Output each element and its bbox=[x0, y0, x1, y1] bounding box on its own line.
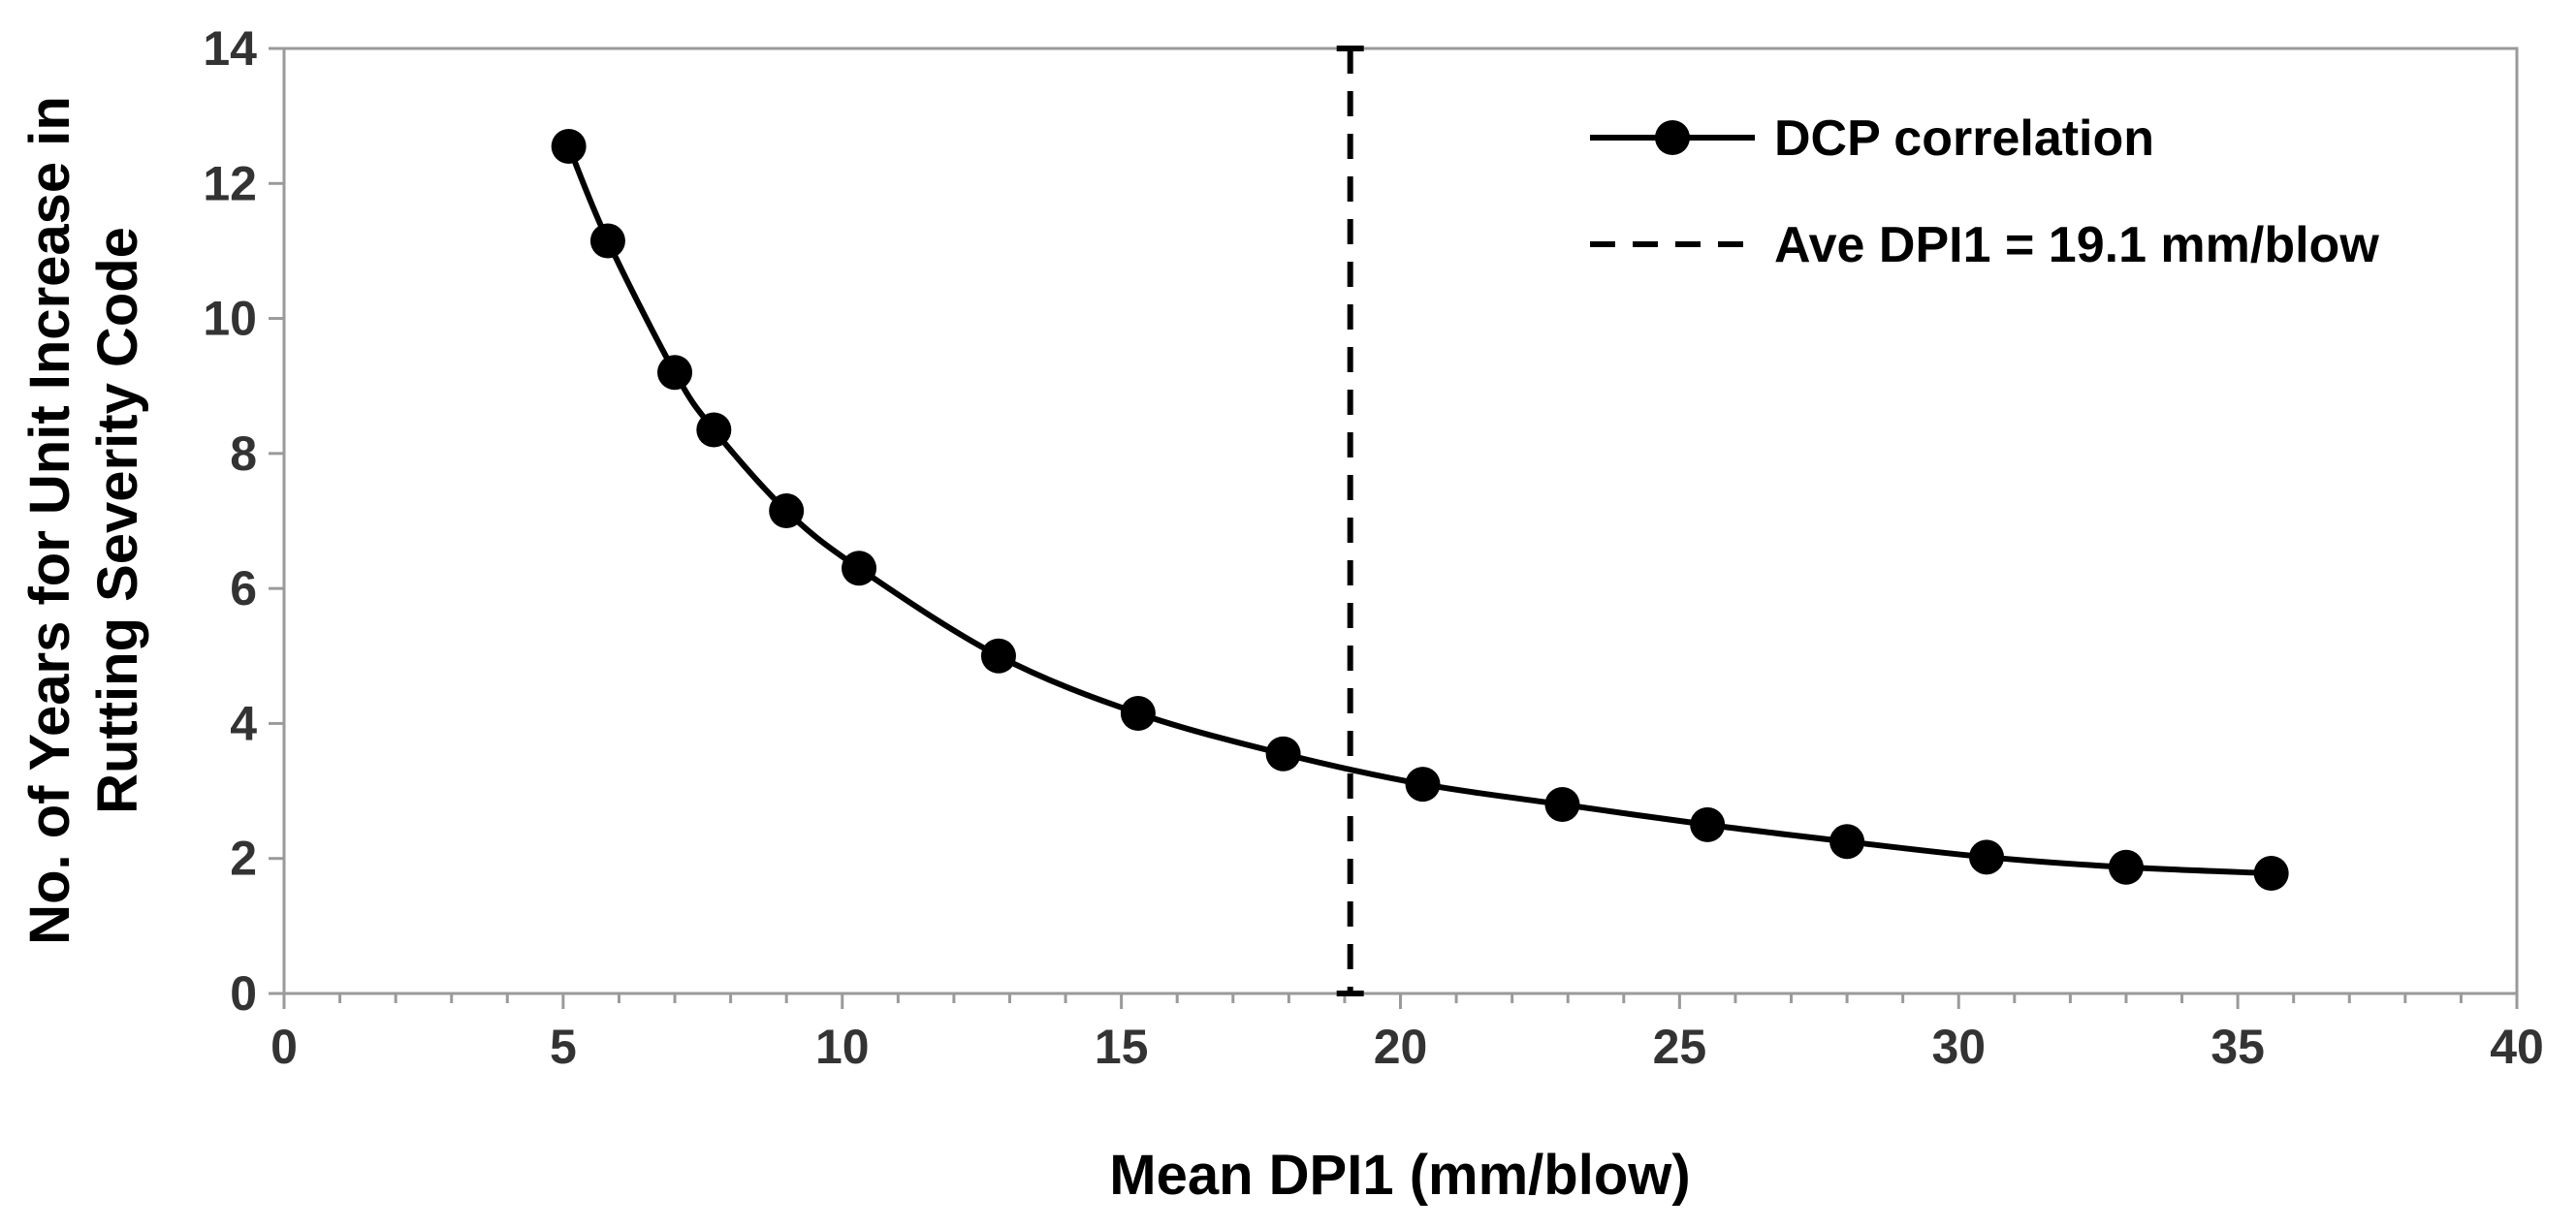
data-point bbox=[657, 355, 693, 391]
data-point bbox=[1690, 806, 1726, 842]
data-point bbox=[980, 638, 1016, 674]
x-axis-title: Mean DPI1 (mm/blow) bbox=[1109, 1144, 1690, 1207]
legend: DCP correlation Ave DPI1 = 19.1 mm/blow bbox=[1590, 110, 2379, 273]
y-tick-label: 14 bbox=[203, 21, 257, 76]
data-point bbox=[1544, 787, 1580, 822]
x-tick-label: 0 bbox=[270, 1020, 298, 1074]
legend-marker-dcp-correlation bbox=[1655, 120, 1690, 155]
y-axis-title-line-1: No. of Years for Unit Increase in bbox=[18, 96, 81, 945]
x-tick-label: 35 bbox=[2210, 1020, 2265, 1074]
data-point bbox=[696, 412, 732, 448]
data-point bbox=[1829, 824, 1865, 860]
y-tick-label: 10 bbox=[203, 292, 257, 346]
x-tick-label: 15 bbox=[1095, 1020, 1149, 1074]
x-tick-label: 10 bbox=[815, 1020, 870, 1074]
y-tick-label: 2 bbox=[230, 832, 257, 886]
x-tick-label: 30 bbox=[1931, 1020, 1986, 1074]
y-axis-title: No. of Years for Unit Increase in Ruttin… bbox=[18, 96, 149, 945]
y-tick-label: 12 bbox=[203, 156, 257, 210]
x-tick-label: 25 bbox=[1653, 1020, 1707, 1074]
x-axis-ticks: 0 5 10 15 20 25 30 35 40 bbox=[270, 993, 2544, 1074]
data-point bbox=[769, 493, 805, 529]
y-axis-ticks: 0 2 4 6 8 10 12 14 bbox=[203, 21, 284, 1021]
series-layer bbox=[551, 128, 2289, 892]
reference-line-layer bbox=[1336, 46, 1364, 996]
data-point bbox=[842, 551, 877, 586]
y-tick-label: 8 bbox=[230, 426, 257, 481]
data-point bbox=[1405, 767, 1441, 803]
y-tick-label: 6 bbox=[230, 561, 257, 615]
data-point bbox=[1265, 736, 1301, 772]
y-axis-title-line-2: Rutting Severity Code bbox=[86, 227, 149, 814]
y-tick-label: 0 bbox=[230, 966, 257, 1021]
data-point bbox=[1969, 839, 2005, 875]
legend-label-dcp-correlation: DCP correlation bbox=[1774, 110, 2154, 167]
plot-area bbox=[282, 47, 2519, 995]
data-point bbox=[1120, 695, 1156, 731]
data-point bbox=[2108, 849, 2144, 885]
x-tick-label: 5 bbox=[550, 1020, 577, 1074]
data-point bbox=[2253, 856, 2289, 892]
data-point bbox=[551, 128, 587, 164]
x-tick-label: 40 bbox=[2490, 1020, 2544, 1074]
x-tick-label: 20 bbox=[1374, 1020, 1428, 1074]
y-tick-label: 4 bbox=[230, 696, 257, 750]
data-point bbox=[589, 223, 625, 259]
legend-label-ave-dpi1: Ave DPI1 = 19.1 mm/blow bbox=[1774, 217, 2379, 273]
